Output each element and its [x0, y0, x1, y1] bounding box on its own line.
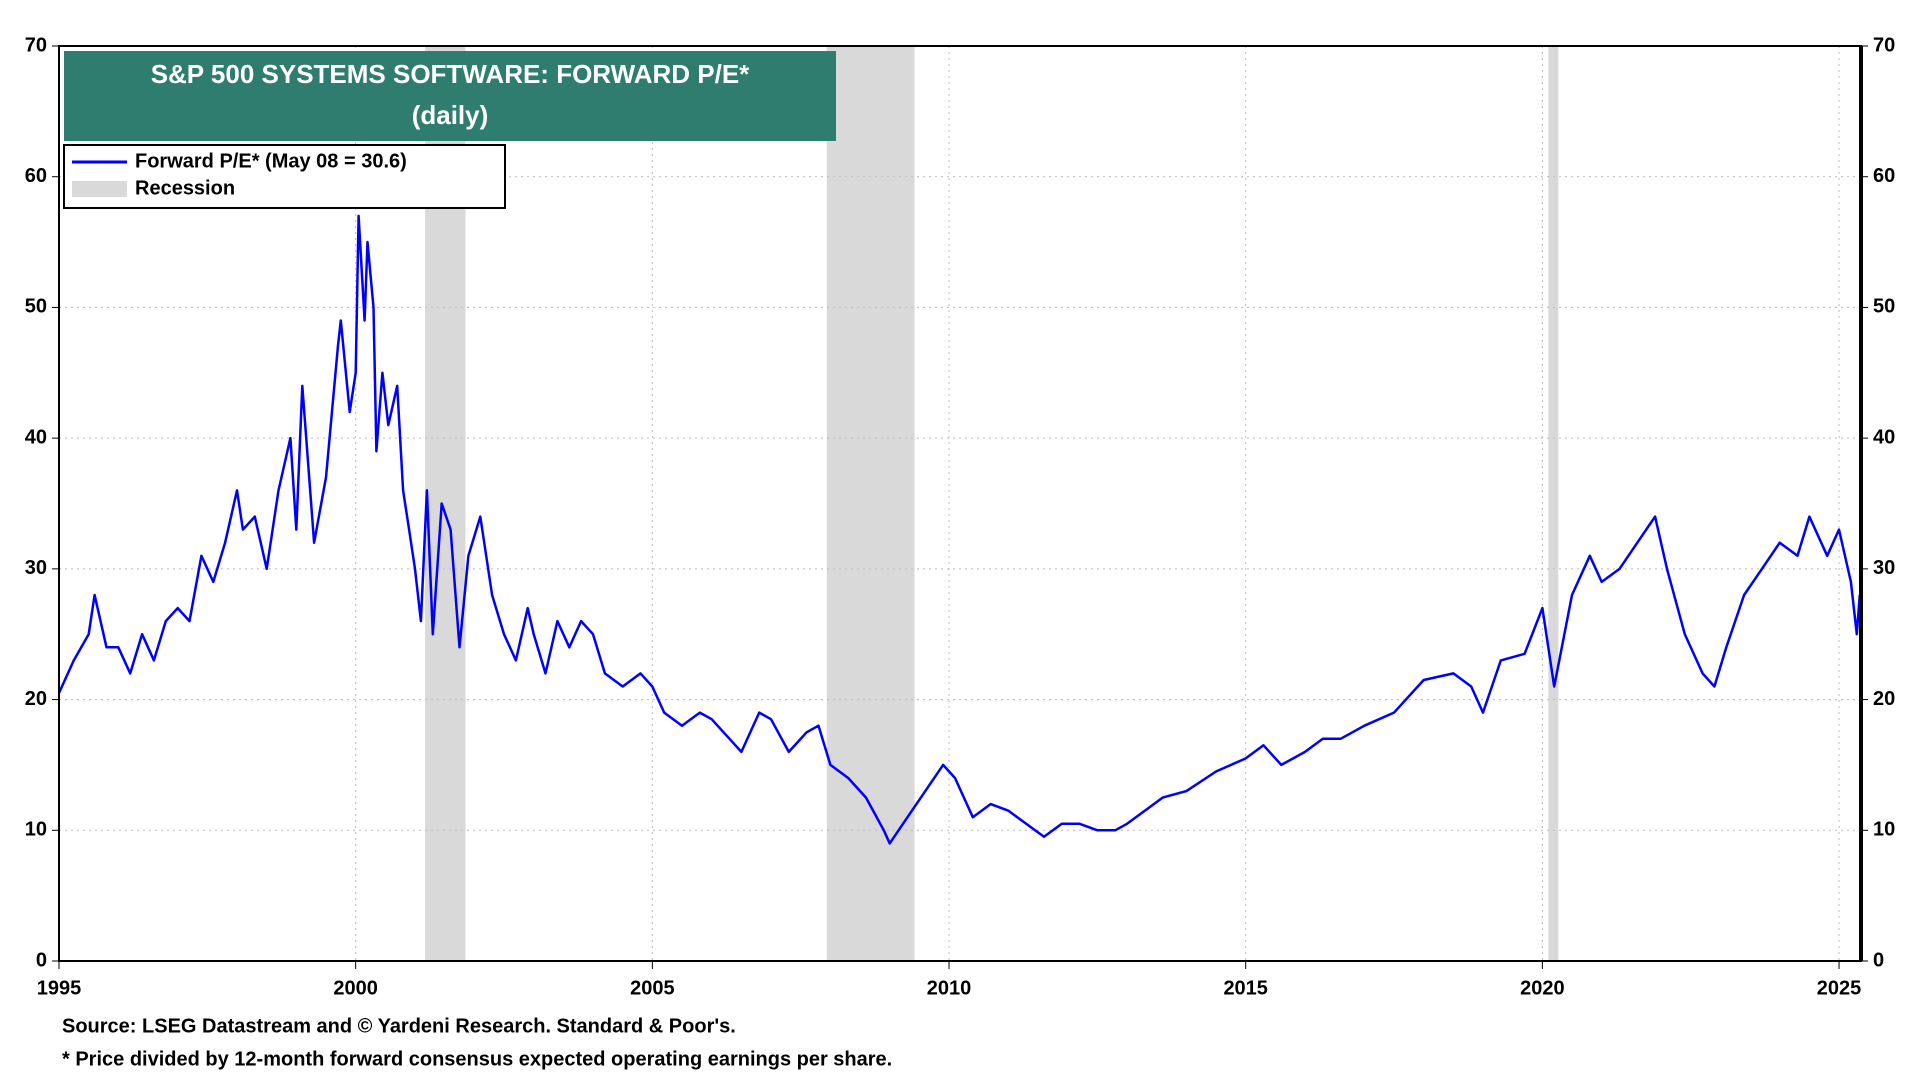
- legend-swatch: [72, 181, 127, 197]
- x-tick-label: 2015: [1223, 977, 1268, 999]
- footnote: * Price divided by 12-month forward cons…: [62, 1048, 892, 1070]
- y2-tick-label: 10: [1873, 819, 1895, 841]
- legend-label: Recession: [135, 177, 235, 199]
- y2-tick-label: 30: [1873, 557, 1895, 579]
- x-tick-label: 2005: [630, 977, 675, 999]
- x-tick-label: 1995: [37, 977, 82, 999]
- y-tick-label: 20: [25, 688, 47, 710]
- y2-tick-label: 70: [1873, 34, 1895, 56]
- recession-band: [826, 46, 915, 961]
- y-tick-label: 60: [25, 165, 47, 187]
- x-tick-label: 2010: [927, 977, 972, 999]
- y-tick-label: 70: [25, 34, 47, 56]
- y-tick-label: 10: [25, 819, 47, 841]
- y-tick-label: 0: [36, 949, 47, 971]
- legend-box: [63, 144, 506, 209]
- x-tick-label: 2025: [1817, 977, 1862, 999]
- y2-tick-label: 20: [1873, 688, 1895, 710]
- chart-subtitle: (daily): [412, 100, 489, 130]
- y2-tick-label: 40: [1873, 426, 1895, 448]
- y-tick-label: 30: [25, 557, 47, 579]
- title-box: [64, 51, 836, 141]
- x-tick-label: 2020: [1520, 977, 1565, 999]
- chart-title: S&P 500 SYSTEMS SOFTWARE: FORWARD P/E*: [151, 59, 750, 89]
- x-tick-label: 2000: [333, 977, 378, 999]
- footnote: Source: LSEG Datastream and © Yardeni Re…: [62, 1015, 736, 1037]
- recession-band: [1548, 46, 1559, 961]
- legend-label: Forward P/E* (May 08 = 30.6): [135, 150, 407, 172]
- y-tick-label: 40: [25, 426, 47, 448]
- y2-tick-label: 0: [1873, 949, 1884, 971]
- y-tick-label: 50: [25, 296, 47, 318]
- y2-tick-label: 60: [1873, 165, 1895, 187]
- data-line: [57, 214, 1862, 845]
- y2-tick-label: 50: [1873, 296, 1895, 318]
